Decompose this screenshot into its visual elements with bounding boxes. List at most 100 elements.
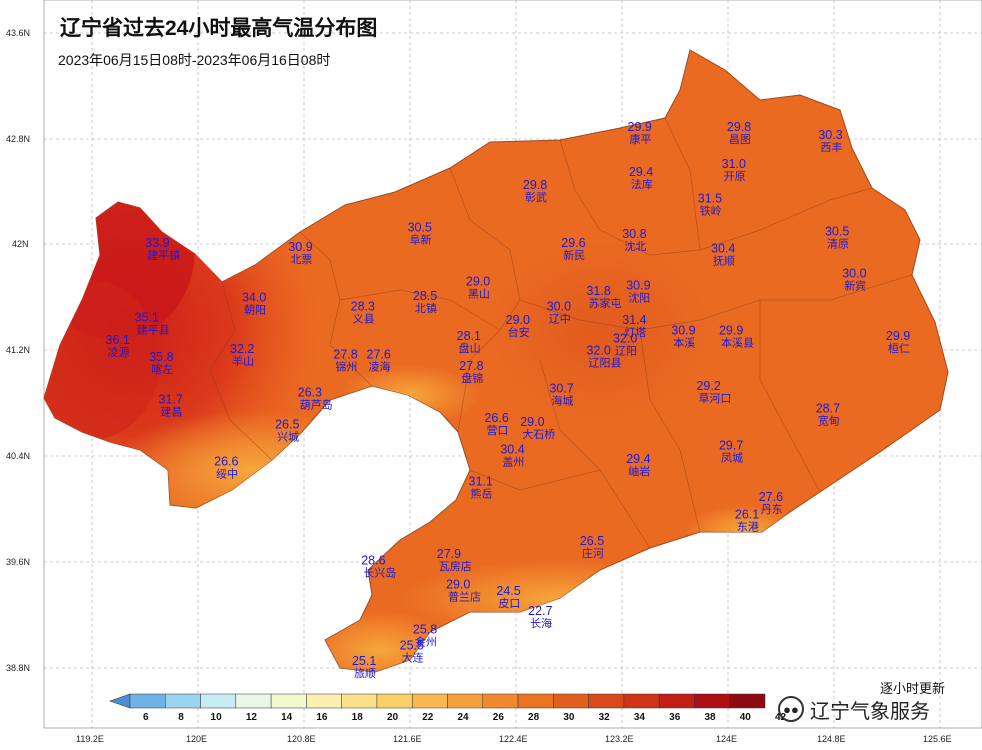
station-name: 辽中	[549, 313, 571, 326]
station-name: 本溪县	[721, 336, 754, 350]
lon-label: 123.2E	[605, 734, 634, 744]
station-value: 33.9	[145, 236, 169, 250]
colorbar-segment	[411, 693, 448, 709]
station-name: 凌源	[108, 345, 130, 359]
lon-label: 120E	[186, 734, 207, 744]
station-name: 清原	[827, 237, 849, 250]
colorbar-segment	[588, 693, 625, 709]
station-value: 28.3	[351, 300, 375, 314]
station-value: 30.4	[500, 443, 524, 457]
station-value: 32.0	[613, 331, 637, 345]
colorbar-tick-label: 32	[599, 712, 611, 723]
colorbar-segment	[306, 693, 342, 709]
lon-label: 122.4E	[499, 734, 528, 744]
colorbar-tick-label: 14	[281, 712, 293, 723]
colorbar-segment	[235, 693, 272, 709]
station-value: 25.5	[400, 638, 424, 652]
station-value: 29.2	[696, 379, 720, 393]
station-value: 29.0	[446, 577, 470, 591]
colorbar-segment	[165, 693, 201, 709]
station-name: 辽阳县	[588, 356, 621, 369]
station-name: 台安	[508, 325, 530, 339]
station-value: 32.2	[230, 342, 254, 356]
station-value: 30.9	[671, 324, 695, 338]
colorbar-tick-label: 8	[178, 712, 184, 723]
station-value: 32.0	[586, 343, 610, 357]
station-name: 阜新	[410, 232, 432, 246]
station-name: 北票	[290, 253, 312, 266]
map-subtitle: 2023年06月15日08时-2023年06月16日08时	[58, 52, 331, 68]
station-name: 建平镇	[147, 248, 180, 262]
station-name: 旅顺	[354, 666, 376, 680]
station-name: 普兰店	[448, 589, 481, 603]
longitude-labels: 119.2E 120E 120.8E 121.6E 122.4E 123.2E …	[76, 734, 952, 744]
station-name: 熊岳	[471, 486, 493, 500]
colorbar-tick-label: 28	[528, 712, 540, 723]
station-value: 28.5	[413, 289, 437, 303]
station-name: 抚顺	[713, 254, 735, 268]
station-value: 31.7	[159, 392, 183, 406]
station-value: 29.4	[626, 452, 650, 466]
station-value: 27.6	[367, 347, 391, 361]
station-name: 盖州	[502, 455, 524, 469]
lat-label: 41.2N	[6, 345, 30, 355]
brand-watermark: ●● 辽宁气象服务	[778, 694, 930, 724]
temperature-colorbar: 6 8 10 12 14 16 18 20 22 24 26 28 30 32 34 36 38 40 42	[109, 693, 787, 723]
station-name: 葫芦岛	[300, 398, 333, 412]
station-value: 29.4	[629, 165, 653, 179]
station-name: 彰武	[525, 190, 547, 204]
station-value: 29.0	[466, 275, 490, 289]
lat-label: 40.4N	[6, 451, 30, 461]
station-name: 法库	[631, 177, 653, 191]
station-name: 沈阳	[628, 291, 650, 305]
station-value: 36.1	[106, 333, 130, 347]
colorbar-segment	[553, 693, 589, 709]
wechat-icon: ●●	[778, 696, 804, 722]
station-name: 凤城	[721, 452, 743, 465]
station-name: 海城	[551, 394, 573, 408]
station-name: 金州	[415, 634, 437, 648]
station-value: 26.3	[298, 386, 322, 400]
station-name: 草河口	[698, 392, 731, 405]
update-note: 逐小时更新	[880, 681, 946, 696]
lat-label: 38.8N	[6, 663, 30, 673]
colorbar-tick-label: 20	[387, 712, 399, 723]
station-name: 康平	[630, 132, 652, 146]
colorbar-segment	[200, 693, 237, 709]
colorbar-tick-label: 6	[143, 712, 149, 723]
station-name: 建平县	[137, 322, 170, 336]
station-name: 瓦房店	[439, 559, 472, 573]
colorbar-tick-label: 12	[246, 712, 258, 723]
lon-label: 121.6E	[393, 734, 422, 744]
colorbar-segment	[517, 693, 554, 709]
lat-label: 43.6N	[6, 28, 30, 38]
station-value: 26.5	[275, 417, 299, 431]
station-name: 绥中	[216, 467, 238, 480]
station-name: 羊山	[232, 354, 254, 368]
map-title: 辽宁省过去24小时最高气温分布图	[60, 17, 378, 40]
colorbar-segment	[341, 693, 378, 709]
station-value: 30.9	[288, 240, 312, 254]
station-name: 新宾	[844, 279, 866, 293]
station-name: 铁岭	[700, 203, 722, 217]
lon-label: 119.2E	[76, 734, 104, 744]
colorbar-segment	[623, 693, 660, 709]
station-name: 盘山	[459, 341, 481, 355]
station-value: 27.8	[333, 347, 357, 361]
station-value: 24.5	[496, 584, 520, 598]
colorbar-tick-label: 38	[704, 712, 716, 723]
station-value: 35.8	[149, 350, 173, 364]
colorbar-tick-label: 22	[422, 712, 434, 723]
station-value: 31.0	[722, 157, 746, 171]
station-value: 31.4	[622, 313, 646, 327]
lat-label: 42N	[12, 239, 29, 249]
station-name: 长海	[530, 616, 552, 630]
lon-label: 125.6E	[923, 734, 952, 744]
colorbar-tick-label: 30	[563, 712, 575, 723]
station-name: 黑山	[468, 288, 490, 301]
station-value: 35.1	[135, 310, 159, 324]
latitude-labels: 43.6N 42.8N 42N 41.2N 40.4N 39.6N 38.8N	[6, 28, 30, 673]
